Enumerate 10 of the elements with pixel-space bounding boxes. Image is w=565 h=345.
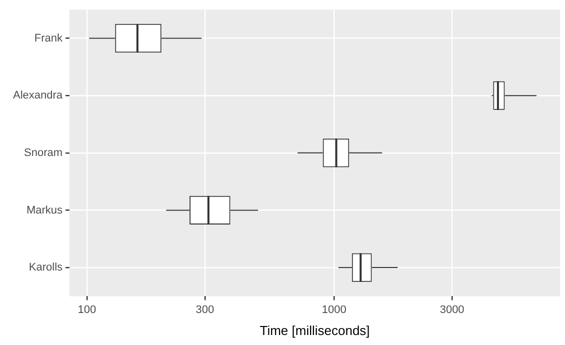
x-axis-title: Time [milliseconds]: [260, 322, 370, 338]
y-tick-label: Alexandra: [12, 90, 64, 102]
x-tick-label: 100: [78, 304, 96, 316]
y-tick-label: Snoram: [24, 146, 63, 159]
y-tick-label: Karolls: [28, 262, 64, 274]
x-tick-label: 3000: [440, 304, 464, 316]
x-tick-label: 300: [196, 304, 214, 316]
y-tick-label: Frank: [34, 32, 64, 44]
y-tick-label: Markus: [26, 204, 64, 216]
x-tick-label: 1000: [322, 304, 346, 316]
